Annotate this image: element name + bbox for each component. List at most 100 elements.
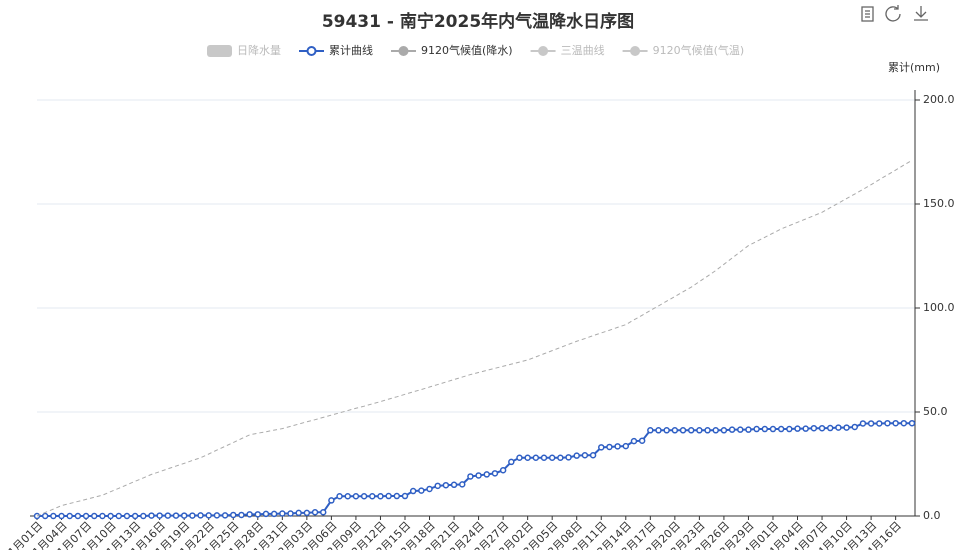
- legend-symbol: [207, 45, 232, 57]
- point: [777, 425, 785, 433]
- point: [393, 492, 401, 500]
- point: [720, 427, 728, 434]
- point: [107, 512, 114, 520]
- legend-symbol: [398, 46, 409, 56]
- series-line: [37, 422, 912, 517]
- point: [908, 419, 916, 427]
- point: [532, 454, 540, 462]
- legend-label[interactable]: 9120气候值(降水): [421, 43, 513, 57]
- point: [99, 512, 106, 520]
- point: [810, 424, 818, 432]
- point: [655, 427, 662, 434]
- point: [189, 512, 196, 519]
- point: [581, 452, 589, 459]
- point: [230, 511, 237, 519]
- point: [679, 427, 687, 434]
- point: [401, 492, 409, 500]
- restore-icon[interactable]: [885, 5, 901, 22]
- point: [369, 492, 376, 500]
- point: [826, 424, 834, 432]
- point: [769, 425, 777, 433]
- point: [851, 423, 859, 431]
- legend-symbol: [538, 46, 549, 56]
- point: [131, 512, 139, 520]
- point: [728, 426, 736, 433]
- point: [867, 420, 875, 427]
- point: [524, 454, 531, 462]
- legend-symbol: [306, 46, 317, 56]
- legend-label[interactable]: 日降水量: [237, 43, 281, 57]
- point: [647, 427, 654, 434]
- point: [270, 510, 278, 518]
- point: [614, 443, 621, 450]
- legend-symbol: [630, 46, 641, 56]
- point: [123, 512, 131, 520]
- point: [859, 420, 867, 427]
- point: [557, 454, 564, 462]
- point: [450, 481, 458, 489]
- point: [900, 419, 908, 427]
- point: [205, 512, 212, 519]
- point: [696, 427, 703, 434]
- point: [377, 492, 384, 500]
- point: [565, 454, 572, 461]
- point: [58, 512, 65, 520]
- point: [745, 426, 752, 433]
- point: [508, 458, 515, 466]
- point: [737, 426, 744, 433]
- point: [884, 419, 891, 427]
- point: [172, 512, 180, 519]
- point: [467, 473, 474, 480]
- point: [295, 509, 302, 517]
- point: [458, 481, 466, 488]
- point: [663, 427, 670, 434]
- point: [238, 511, 245, 519]
- point: [638, 437, 646, 444]
- point: [254, 511, 262, 518]
- point: [442, 481, 450, 489]
- save-icon[interactable]: [914, 6, 928, 21]
- y-tick-label: 150.0: [923, 197, 955, 210]
- point: [246, 511, 253, 518]
- point: [786, 425, 793, 433]
- point: [41, 512, 49, 520]
- chart-title: 59431 - 南宁2025年内气温降水日序图: [322, 11, 634, 32]
- point: [385, 492, 392, 500]
- toolbar[interactable]: [861, 5, 928, 22]
- point: [279, 510, 286, 517]
- point: [712, 427, 719, 434]
- legend-label[interactable]: 9120气候值(气温): [653, 43, 745, 57]
- point: [794, 425, 801, 432]
- legend-label[interactable]: 三温曲线: [561, 43, 605, 57]
- point: [687, 427, 695, 434]
- point: [426, 485, 433, 493]
- point: [540, 454, 548, 462]
- point: [164, 512, 172, 519]
- legend-label[interactable]: 累计曲线: [329, 43, 373, 57]
- point: [606, 443, 613, 451]
- point: [50, 512, 57, 520]
- point: [753, 425, 760, 433]
- point: [499, 466, 507, 474]
- y-tick-label: 200.0: [923, 93, 955, 106]
- point: [589, 452, 597, 459]
- point: [287, 510, 294, 517]
- data-view-icon[interactable]: [861, 6, 874, 22]
- point: [876, 420, 883, 427]
- point: [671, 427, 679, 434]
- series-line: [36, 159, 913, 517]
- point: [221, 512, 229, 519]
- point: [262, 510, 270, 518]
- point: [74, 512, 82, 520]
- point: [213, 512, 221, 519]
- point: [352, 492, 360, 500]
- point: [434, 482, 441, 490]
- point: [115, 512, 123, 520]
- point: [516, 454, 523, 462]
- y-tick-label: 50.0: [923, 405, 948, 418]
- point: [409, 487, 417, 495]
- point: [483, 471, 491, 478]
- point: [197, 512, 204, 519]
- point: [491, 470, 499, 477]
